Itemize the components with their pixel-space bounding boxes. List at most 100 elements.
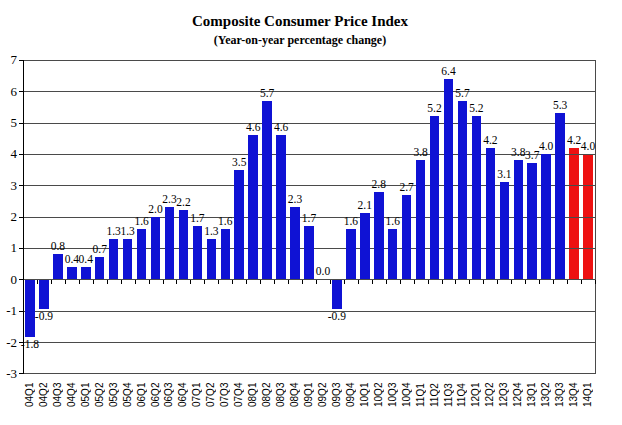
x-axis-label: 05Q4 (122, 375, 134, 407)
bar-value-label: 4.6 (274, 121, 288, 133)
x-axis-tick (135, 280, 136, 284)
x-axis-tick (163, 280, 164, 284)
bar-value-label: 5.2 (427, 102, 441, 114)
x-axis-tick (121, 280, 122, 284)
bar-08Q2 (262, 101, 272, 280)
x-axis-label: 09Q3 (331, 375, 343, 407)
x-axis-tick (386, 280, 387, 284)
x-axis-tick (79, 280, 80, 284)
bar-value-label: -1.8 (21, 338, 39, 350)
x-axis-tick (37, 280, 38, 284)
bar-13Q3 (555, 113, 565, 279)
bar-value-label: 3.5 (232, 156, 246, 168)
bar-value-label: 2.8 (372, 178, 386, 190)
bar-06Q2 (151, 217, 161, 280)
x-axis-tick (581, 280, 582, 284)
bar-05Q4 (123, 239, 133, 280)
gridline (23, 123, 595, 124)
bar-10Q4 (402, 195, 412, 280)
gridline (23, 60, 595, 61)
gridline (23, 373, 595, 374)
bar-06Q1 (137, 229, 147, 279)
x-axis-tick (149, 280, 150, 284)
x-axis-tick (567, 280, 568, 284)
x-axis-label: 11Q1 (415, 375, 427, 407)
gridline (23, 185, 595, 186)
bar-09Q4 (346, 229, 356, 279)
chart-title: Composite Consumer Price Index (0, 13, 600, 30)
x-axis-tick (553, 280, 554, 284)
x-axis-label: 04Q3 (52, 375, 64, 407)
bar-08Q3 (276, 135, 286, 279)
gridline (23, 311, 595, 312)
bar-07Q2 (207, 239, 217, 280)
x-axis-tick (204, 280, 205, 284)
bar-04Q4 (67, 267, 77, 280)
y-axis-label: 6 (0, 85, 17, 98)
x-axis-tick (428, 280, 429, 284)
x-axis-label: 13Q1 (526, 375, 538, 407)
gridline (23, 154, 595, 155)
x-axis-label: 08Q4 (289, 375, 301, 407)
bar-10Q1 (360, 213, 370, 279)
x-axis-label: 04Q1 (24, 375, 36, 407)
bar-value-label: 1.7 (190, 212, 204, 224)
bar-value-label: 0.4 (79, 253, 93, 265)
bar-05Q3 (109, 239, 119, 280)
bar-value-label: 2.0 (148, 203, 162, 215)
y-axis-label: -3 (0, 367, 17, 380)
bar-10Q3 (388, 229, 398, 279)
x-axis-tick (372, 280, 373, 284)
bar-12Q2 (486, 148, 496, 280)
x-axis-tick (330, 280, 331, 284)
x-axis-label: 13Q3 (554, 375, 566, 407)
x-axis-tick (455, 280, 456, 284)
bar-04Q2 (39, 280, 49, 308)
x-axis-tick (93, 280, 94, 284)
bar-value-label: 3.8 (413, 146, 427, 158)
x-axis-label: 09Q2 (317, 375, 329, 407)
x-axis-tick (344, 280, 345, 284)
x-axis-tick (525, 280, 526, 284)
x-axis-label: 04Q2 (38, 375, 50, 407)
bar-value-label: 1.3 (120, 225, 134, 237)
x-axis-label: 12Q3 (498, 375, 510, 407)
bar-05Q2 (95, 257, 105, 279)
bar-09Q1 (304, 226, 314, 279)
x-axis-label: 11Q2 (429, 375, 441, 407)
bar-value-label: 3.7 (525, 149, 539, 161)
x-axis-tick (288, 280, 289, 284)
y-axis-label: 3 (0, 179, 17, 192)
bar-13Q4 (569, 148, 579, 280)
bar-value-label: 2.1 (358, 199, 372, 211)
bar-value-label: 1.7 (302, 212, 316, 224)
x-axis-label: 07Q3 (219, 375, 231, 407)
x-axis-tick (539, 280, 540, 284)
x-axis-tick (358, 280, 359, 284)
bar-value-label: 1.6 (134, 215, 148, 227)
bar-value-label: 0.4 (65, 253, 79, 265)
bar-value-label: 5.7 (260, 87, 274, 99)
bar-05Q1 (81, 267, 91, 280)
x-axis-label: 09Q4 (345, 375, 357, 407)
x-axis-tick (232, 280, 233, 284)
bar-07Q4 (234, 170, 244, 280)
bar-value-label: 1.3 (106, 225, 120, 237)
y-axis-label: 4 (0, 147, 17, 160)
x-axis-label: 08Q1 (247, 375, 259, 407)
x-axis-label: 07Q2 (205, 375, 217, 407)
x-axis-tick (497, 280, 498, 284)
bar-06Q4 (179, 210, 189, 279)
x-axis-tick (316, 280, 317, 284)
y-axis-label: -1 (0, 304, 17, 317)
plot-right-border (595, 60, 596, 375)
x-axis-label: 07Q1 (191, 375, 203, 407)
bar-value-label: 4.2 (483, 134, 497, 146)
x-axis-tick (246, 280, 247, 284)
x-axis-tick (302, 280, 303, 284)
x-axis-label: 08Q3 (275, 375, 287, 407)
bar-value-label: 1.3 (204, 225, 218, 237)
x-axis-label: 12Q1 (470, 375, 482, 407)
y-axis-label: 5 (0, 116, 17, 129)
gridline (23, 342, 595, 343)
